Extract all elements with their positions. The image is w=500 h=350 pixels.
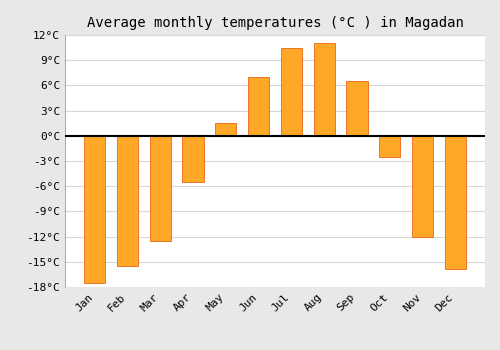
Bar: [280, 48, 302, 136]
Bar: [346, 81, 368, 136]
Bar: [314, 43, 335, 136]
Bar: [215, 123, 236, 136]
Bar: [117, 136, 138, 266]
Bar: [150, 136, 171, 241]
Bar: [84, 136, 106, 283]
Bar: [182, 136, 204, 182]
Bar: [379, 136, 400, 157]
Bar: [412, 136, 433, 237]
Bar: [444, 136, 466, 268]
Title: Average monthly temperatures (°C ) in Magadan: Average monthly temperatures (°C ) in Ma…: [86, 16, 464, 30]
Bar: [248, 77, 270, 136]
